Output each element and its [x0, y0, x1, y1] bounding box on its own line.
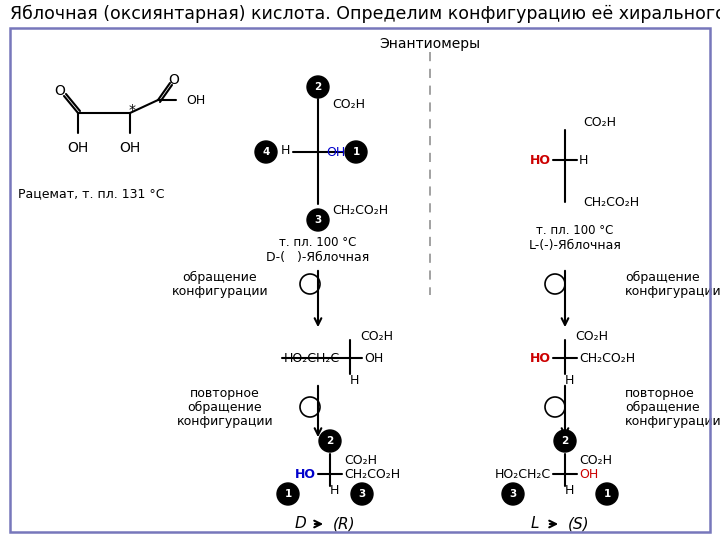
Text: повторное: повторное — [190, 387, 260, 400]
Text: 1: 1 — [284, 489, 292, 499]
Text: HO: HO — [530, 153, 551, 166]
Circle shape — [255, 141, 277, 163]
Circle shape — [307, 209, 329, 231]
Circle shape — [554, 430, 576, 452]
Text: O: O — [168, 73, 179, 87]
Text: OH: OH — [326, 145, 346, 159]
Text: 3: 3 — [509, 489, 517, 499]
Circle shape — [307, 76, 329, 98]
Text: HO₂CH₂C: HO₂CH₂C — [284, 352, 340, 365]
Text: конфигурации: конфигурации — [625, 285, 720, 298]
Text: CO₂H: CO₂H — [344, 454, 377, 467]
Text: 4: 4 — [262, 147, 270, 157]
Text: H: H — [564, 483, 574, 496]
Text: 2: 2 — [562, 436, 569, 446]
Text: CO₂H: CO₂H — [332, 98, 365, 111]
Text: OH: OH — [68, 141, 89, 155]
Text: CH₂CO₂H: CH₂CO₂H — [579, 352, 635, 365]
Text: L-(-)-Яблочная: L-(-)-Яблочная — [528, 240, 621, 253]
Text: 2: 2 — [326, 436, 333, 446]
Circle shape — [277, 483, 299, 505]
Text: CH₂CO₂H: CH₂CO₂H — [583, 195, 639, 208]
Text: повторное: повторное — [625, 387, 695, 400]
Text: 1: 1 — [603, 489, 611, 499]
Text: HO: HO — [530, 352, 551, 365]
Circle shape — [351, 483, 373, 505]
Circle shape — [345, 141, 367, 163]
Text: O: O — [55, 84, 66, 98]
Text: H: H — [329, 483, 338, 496]
Text: обращение: обращение — [625, 401, 700, 414]
Text: Энантиомеры: Энантиомеры — [379, 37, 480, 51]
Text: 1: 1 — [352, 147, 359, 157]
Circle shape — [502, 483, 524, 505]
Text: HO₂CH₂C: HO₂CH₂C — [495, 468, 551, 481]
Text: OH: OH — [120, 141, 140, 155]
Text: OH: OH — [579, 468, 598, 481]
Text: CO₂H: CO₂H — [360, 329, 393, 342]
Text: 3: 3 — [315, 215, 322, 225]
Text: H: H — [349, 374, 359, 387]
Text: т. пл. 100 °C: т. пл. 100 °C — [279, 235, 356, 248]
Text: конфигурации: конфигурации — [171, 285, 269, 298]
Text: D-(   )-Яблочная: D-( )-Яблочная — [266, 252, 369, 265]
Text: CO₂H: CO₂H — [579, 454, 612, 467]
Text: CH₂CO₂H: CH₂CO₂H — [344, 468, 400, 481]
Text: CO₂H: CO₂H — [575, 329, 608, 342]
Circle shape — [319, 430, 341, 452]
Text: H: H — [280, 145, 289, 158]
Text: HO: HO — [295, 468, 316, 481]
Text: конфигурации: конфигурации — [625, 415, 720, 428]
Text: обращение: обращение — [625, 271, 700, 284]
Text: OH: OH — [364, 352, 383, 365]
Text: Рацемат, т. пл. 131 °C: Рацемат, т. пл. 131 °C — [18, 187, 164, 200]
Text: (R): (R) — [333, 516, 355, 531]
Text: обращение: обращение — [183, 271, 257, 284]
Text: *: * — [128, 103, 135, 117]
Text: L: L — [531, 516, 539, 531]
Circle shape — [596, 483, 618, 505]
Text: т. пл. 100 °C: т. пл. 100 °C — [536, 224, 613, 237]
Text: обращение: обращение — [188, 401, 262, 414]
Text: 2: 2 — [315, 82, 322, 92]
Text: CH₂CO₂H: CH₂CO₂H — [332, 204, 388, 217]
Text: Яблочная (оксиянтарная) кислота. Определим конфигурацию её хирального центра.: Яблочная (оксиянтарная) кислота. Определ… — [10, 5, 720, 23]
Text: OH: OH — [186, 93, 205, 106]
Text: (S): (S) — [568, 516, 590, 531]
Text: H: H — [564, 374, 574, 387]
Text: конфигурации: конфигурации — [176, 415, 274, 428]
Text: CO₂H: CO₂H — [583, 116, 616, 129]
Text: D: D — [294, 516, 306, 531]
Text: H: H — [579, 153, 588, 166]
Text: 3: 3 — [359, 489, 366, 499]
